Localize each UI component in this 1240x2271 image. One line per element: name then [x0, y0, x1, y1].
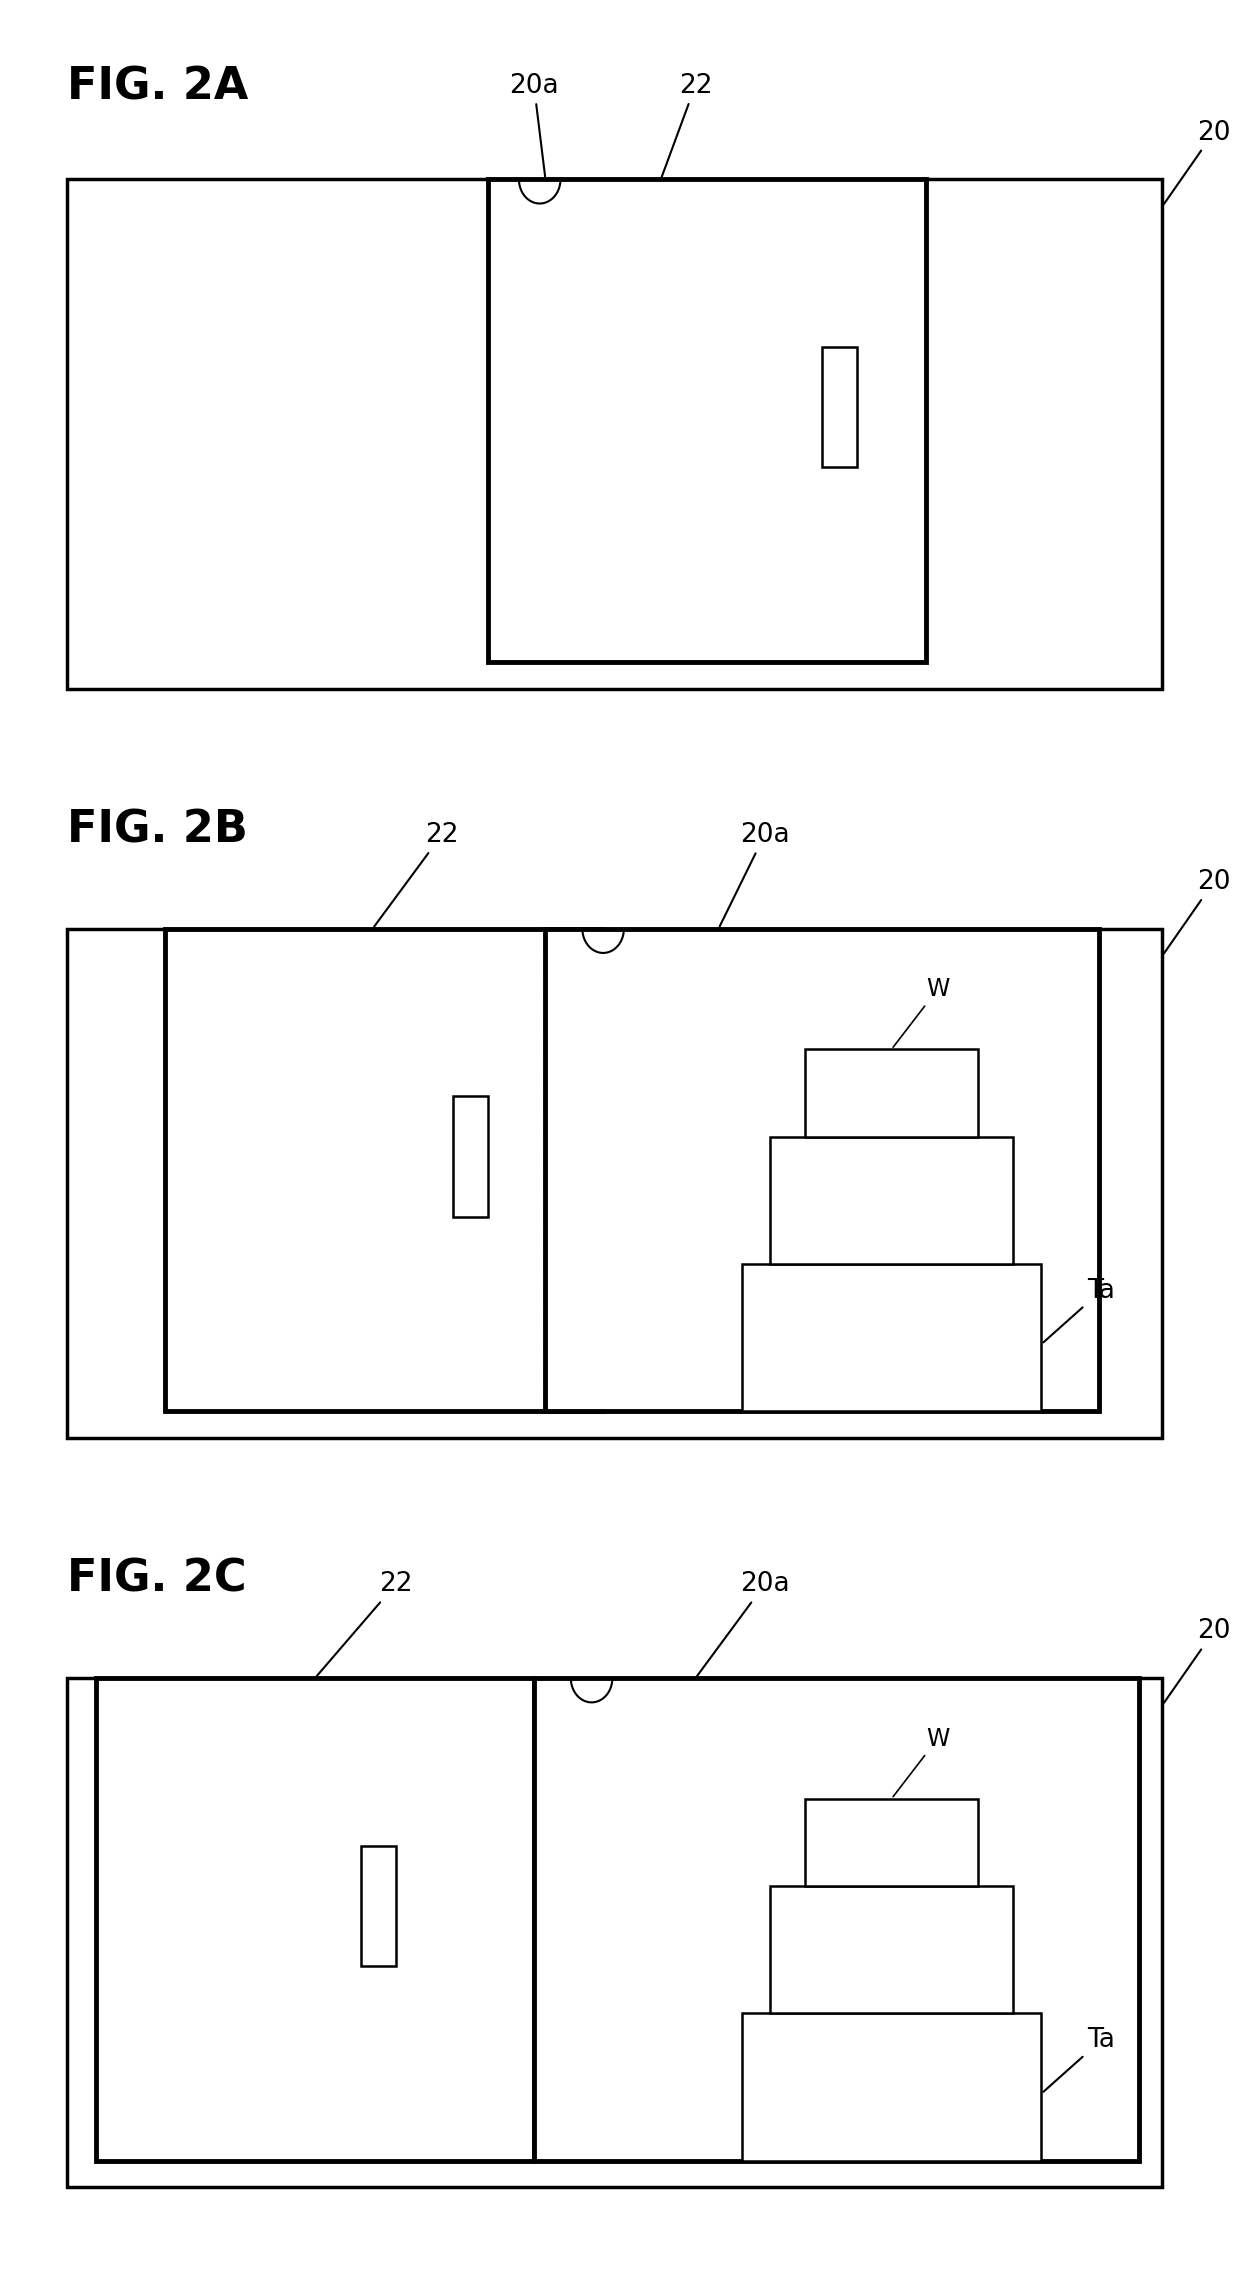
Bar	[534, 1678, 1140, 2160]
Bar	[361, 1846, 396, 1967]
Bar	[165, 929, 603, 1410]
Bar	[67, 929, 1162, 1438]
Text: 20: 20	[1164, 120, 1230, 204]
Bar	[770, 1885, 1013, 2012]
Bar	[95, 1678, 534, 2160]
Text: W: W	[893, 977, 950, 1047]
Bar	[454, 1097, 487, 1217]
Text: FIG. 2C: FIG. 2C	[67, 1558, 247, 1601]
Text: 20a: 20a	[510, 73, 559, 177]
Text: 20: 20	[1164, 870, 1230, 954]
Text: Ta: Ta	[1043, 2028, 1115, 2092]
Bar	[487, 179, 926, 661]
Text: 22: 22	[662, 73, 712, 177]
Text: FIG. 2A: FIG. 2A	[67, 66, 248, 109]
Text: 20: 20	[1164, 1619, 1230, 1703]
Bar	[805, 1799, 978, 1885]
Bar	[546, 929, 1099, 1410]
Bar	[770, 1136, 1013, 1263]
Text: 22: 22	[374, 822, 459, 927]
Text: 22: 22	[316, 1572, 413, 1676]
Text: W: W	[893, 1726, 950, 1796]
Bar	[805, 1049, 978, 1136]
Bar	[742, 2012, 1042, 2160]
Text: Ta: Ta	[1043, 1279, 1115, 1342]
Text: FIG. 2B: FIG. 2B	[67, 808, 248, 852]
Text: 20a: 20a	[697, 1572, 790, 1676]
Bar	[67, 1678, 1162, 2187]
Bar	[67, 179, 1162, 688]
Bar	[822, 347, 857, 468]
Text: 20a: 20a	[719, 822, 790, 927]
Bar	[742, 1263, 1042, 1410]
